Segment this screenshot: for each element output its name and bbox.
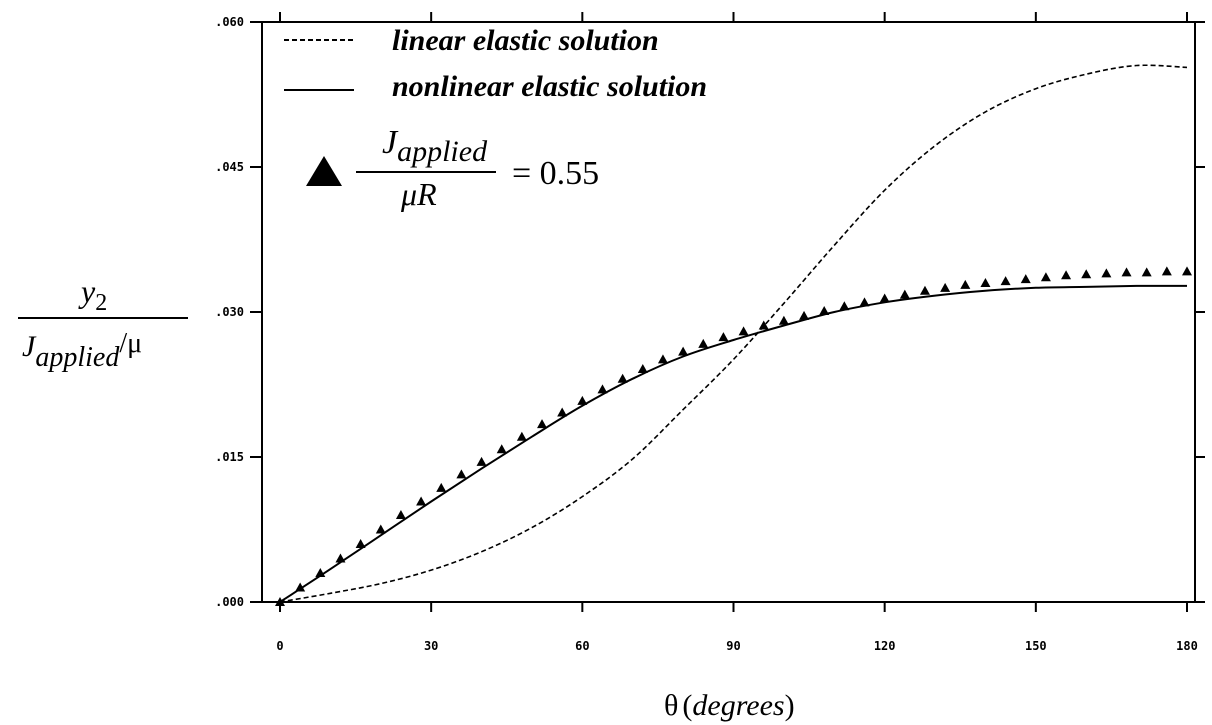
triangle-marker	[718, 332, 729, 342]
triangle-marker	[960, 279, 971, 289]
triangle-marker	[516, 431, 527, 441]
triangle-marker	[678, 346, 689, 356]
x-tick-label: 90	[726, 639, 740, 653]
triangle-marker	[1141, 267, 1152, 277]
y-axis-ticks: .000 .015 .030 .045 .060	[215, 15, 1205, 609]
triangle-marker	[1101, 268, 1112, 278]
triangle-marker	[315, 568, 326, 577]
triangle-marker	[1161, 266, 1172, 276]
x-tick-label: 60	[575, 639, 589, 653]
legend-label-linear: linear elastic solution	[392, 24, 659, 57]
x-axis-ticks: 0 30 60 90 120 150 180	[276, 12, 1198, 653]
triangle-marker	[275, 597, 285, 606]
triangle-marker	[839, 301, 850, 311]
triangle-marker	[919, 285, 930, 295]
triangle-marker	[778, 315, 789, 325]
triangle-marker	[1182, 266, 1192, 276]
y-label-denominator: Japplied/μ	[22, 328, 142, 373]
triangle-marker	[1000, 276, 1011, 286]
triangle-marker	[496, 444, 507, 454]
triangle-marker	[1081, 269, 1092, 279]
triangle-marker	[819, 306, 830, 316]
triangle-marker	[1020, 274, 1031, 284]
triangle-marker	[355, 539, 366, 548]
x-tick-label: 150	[1025, 639, 1047, 653]
annotation: Japplied μR = 0.55	[306, 124, 599, 212]
triangle-marker	[899, 289, 910, 299]
x-tick-label: 180	[1176, 639, 1198, 653]
triangle-marker	[637, 364, 648, 374]
annotation-denominator: μR	[400, 176, 437, 212]
y-tick-label: .000	[215, 595, 244, 609]
triangle-marker	[395, 510, 406, 519]
y-tick-label: .060	[215, 15, 244, 29]
y-tick-label: .045	[215, 160, 244, 174]
triangle-marker	[456, 469, 467, 479]
x-tick-label: 120	[874, 639, 896, 653]
triangle-marker	[295, 582, 306, 592]
triangle-marker	[416, 496, 427, 506]
triangle-marker	[597, 384, 608, 394]
x-tick-label: 30	[424, 639, 438, 653]
triangle-marker	[557, 407, 568, 417]
triangle-marker	[980, 278, 991, 287]
triangle-marker	[476, 456, 487, 466]
y-axis-label: y2 Japplied/μ	[18, 273, 188, 373]
triangle-marker	[879, 293, 890, 303]
triangle-marker	[698, 338, 709, 348]
triangle-marker	[1121, 267, 1132, 277]
triangle-marker	[1061, 270, 1072, 280]
series-layer	[275, 64, 1192, 606]
x-axis-label: θ (degrees)	[664, 689, 795, 722]
triangle-marker	[1040, 272, 1051, 282]
triangle-marker	[617, 373, 628, 383]
triangle-marker	[940, 282, 951, 292]
triangle-marker	[436, 482, 447, 492]
triangle-marker	[335, 553, 346, 563]
y-tick-label: .015	[215, 450, 244, 464]
triangle-marker	[577, 395, 588, 405]
y-tick-label: .030	[215, 305, 244, 319]
triangle-marker	[859, 297, 870, 307]
x-tick-label: 0	[276, 639, 283, 653]
triangle-marker	[657, 354, 668, 364]
annotation-triangle-icon	[306, 156, 342, 186]
annotation-value: = 0.55	[512, 155, 599, 192]
triangle-marker	[758, 320, 769, 330]
triangle-marker	[537, 419, 548, 429]
y-label-numerator: y2	[78, 273, 107, 316]
legend-label-nonlinear: nonlinear elastic solution	[392, 70, 707, 103]
triangle-marker	[738, 326, 749, 336]
triangle-marker	[799, 310, 810, 320]
series-line-nonlinear	[279, 284, 1188, 603]
series-line-linear	[279, 64, 1188, 603]
annotation-numerator: Japplied	[382, 124, 488, 168]
triangle-marker	[375, 524, 386, 534]
legend: linear elastic solution nonlinear elasti…	[284, 24, 707, 103]
series-markers	[275, 266, 1192, 606]
